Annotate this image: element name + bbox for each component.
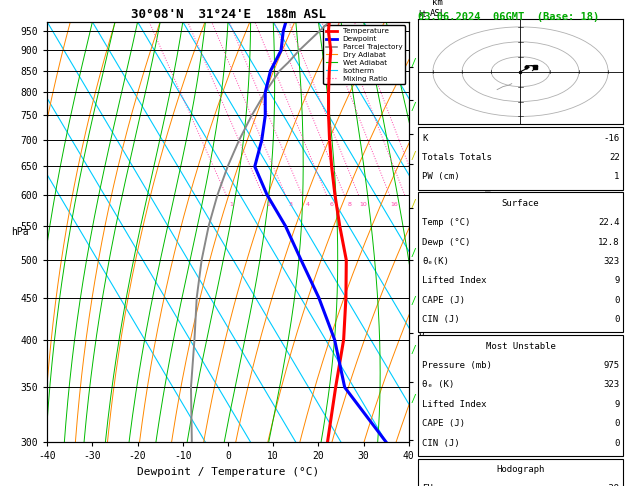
Text: K: K [422,134,428,142]
Text: 0: 0 [614,315,620,324]
Text: 4: 4 [305,202,309,207]
Text: 1: 1 [230,202,233,207]
Text: kt: kt [418,10,426,19]
Text: Totals Totals: Totals Totals [422,153,492,162]
Text: 6: 6 [330,202,333,207]
Text: 3: 3 [289,202,292,207]
Text: 22.4: 22.4 [598,218,620,227]
Text: hPa: hPa [11,227,29,237]
Text: /: / [411,102,417,112]
Text: Temp (°C): Temp (°C) [422,218,470,227]
Text: 16: 16 [391,202,398,207]
Text: 2: 2 [266,202,270,207]
Text: -16: -16 [603,134,620,142]
X-axis label: Dewpoint / Temperature (°C): Dewpoint / Temperature (°C) [137,467,319,477]
Text: Surface: Surface [502,199,539,208]
Text: 9: 9 [614,277,620,285]
Text: Most Unstable: Most Unstable [486,342,555,350]
Text: 975: 975 [603,361,620,370]
Text: CAPE (J): CAPE (J) [422,296,465,305]
Text: /: / [411,58,417,68]
Text: 0: 0 [614,296,620,305]
Text: 0: 0 [614,439,620,448]
Text: 03.06.2024  06GMT  (Base: 18): 03.06.2024 06GMT (Base: 18) [418,12,599,22]
Text: Hodograph: Hodograph [496,465,545,474]
Text: Dewp (°C): Dewp (°C) [422,238,470,246]
Text: Lifted Index: Lifted Index [422,400,487,409]
Text: /: / [411,248,417,258]
Text: /: / [411,394,417,403]
Text: 9: 9 [614,400,620,409]
Text: /: / [411,296,417,306]
Text: Mixing Ratio (g/kg): Mixing Ratio (g/kg) [484,185,493,279]
Legend: Temperature, Dewpoint, Parcel Trajectory, Dry Adiabat, Wet Adiabat, Isotherm, Mi: Temperature, Dewpoint, Parcel Trajectory… [323,25,405,85]
Text: 22: 22 [609,153,620,162]
Text: 10: 10 [360,202,367,207]
Text: θₑ(K): θₑ(K) [422,257,449,266]
Text: /: / [411,345,417,355]
Text: 323: 323 [603,257,620,266]
Text: CIN (J): CIN (J) [422,439,460,448]
Text: EH: EH [422,485,433,486]
Text: /: / [411,199,417,209]
Text: 1: 1 [614,173,620,181]
Text: 0: 0 [614,419,620,428]
Text: 12.8: 12.8 [598,238,620,246]
Title: 30°08'N  31°24'E  188m ASL: 30°08'N 31°24'E 188m ASL [130,8,326,21]
Text: -39: -39 [603,485,620,486]
Text: CAPE (J): CAPE (J) [422,419,465,428]
Text: CIN (J): CIN (J) [422,315,460,324]
Text: 323: 323 [603,381,620,389]
Text: Lifted Index: Lifted Index [422,277,487,285]
Text: /: / [411,151,417,160]
Text: θₑ (K): θₑ (K) [422,381,454,389]
Text: © weatheronline.co.uk: © weatheronline.co.uk [468,471,573,480]
Text: km
ASL: km ASL [430,0,446,17]
Text: PW (cm): PW (cm) [422,173,460,181]
Text: Pressure (mb): Pressure (mb) [422,361,492,370]
Text: 8: 8 [347,202,351,207]
